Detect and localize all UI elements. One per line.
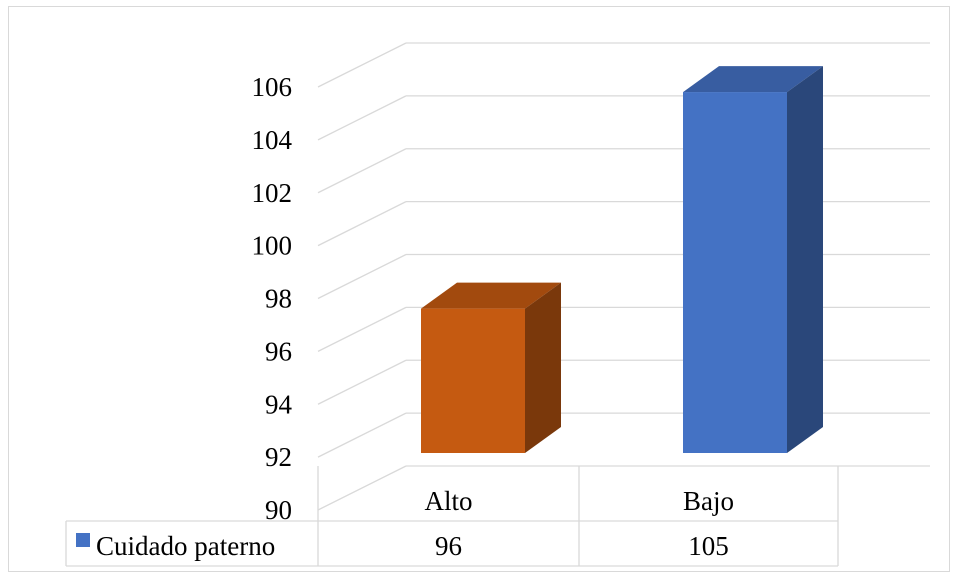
table-value-cell: 105	[688, 531, 729, 561]
gridline-side	[317, 359, 407, 405]
y-axis-tick-labels: 90 92 94 96 98 100 102 104 106	[252, 72, 293, 525]
y-tick-label: 94	[265, 389, 293, 419]
gridline-side	[317, 412, 407, 458]
legend-swatch	[76, 533, 90, 547]
bar-side-face	[525, 282, 561, 453]
bar-top-face	[421, 282, 561, 309]
bar-side-face	[787, 66, 823, 453]
bar-bajo	[683, 66, 823, 453]
y-tick-label: 90	[265, 495, 292, 525]
y-tick-label: 102	[252, 178, 293, 208]
gridline-side	[317, 253, 407, 300]
category-label: Alto	[424, 486, 472, 516]
bar-front-face	[421, 308, 525, 453]
bar-front-face	[683, 92, 787, 453]
gridline-side	[317, 465, 407, 511]
table-value-cell: 96	[435, 531, 462, 561]
y-tick-label: 106	[252, 72, 293, 102]
bar-alto	[421, 282, 561, 453]
y-tick-label: 98	[265, 284, 292, 314]
y-tick-label: 96	[265, 336, 292, 366]
bars	[421, 66, 823, 453]
y-tick-label: 104	[252, 125, 293, 155]
gridline-side	[317, 42, 407, 88]
gridline-side	[317, 201, 407, 247]
gridline-side	[317, 306, 407, 352]
series-name: Cuidado paterno	[96, 531, 275, 561]
y-tick-label: 92	[265, 442, 292, 472]
category-label: Bajo	[683, 486, 734, 516]
gridline-side	[317, 148, 407, 194]
gridlines	[317, 42, 930, 511]
bar-top-face	[683, 66, 823, 93]
y-tick-label: 100	[252, 231, 293, 261]
gridline-side	[317, 95, 407, 141]
data-table: Alto 96 Bajo 105 Cuidado paterno	[65, 466, 839, 567]
